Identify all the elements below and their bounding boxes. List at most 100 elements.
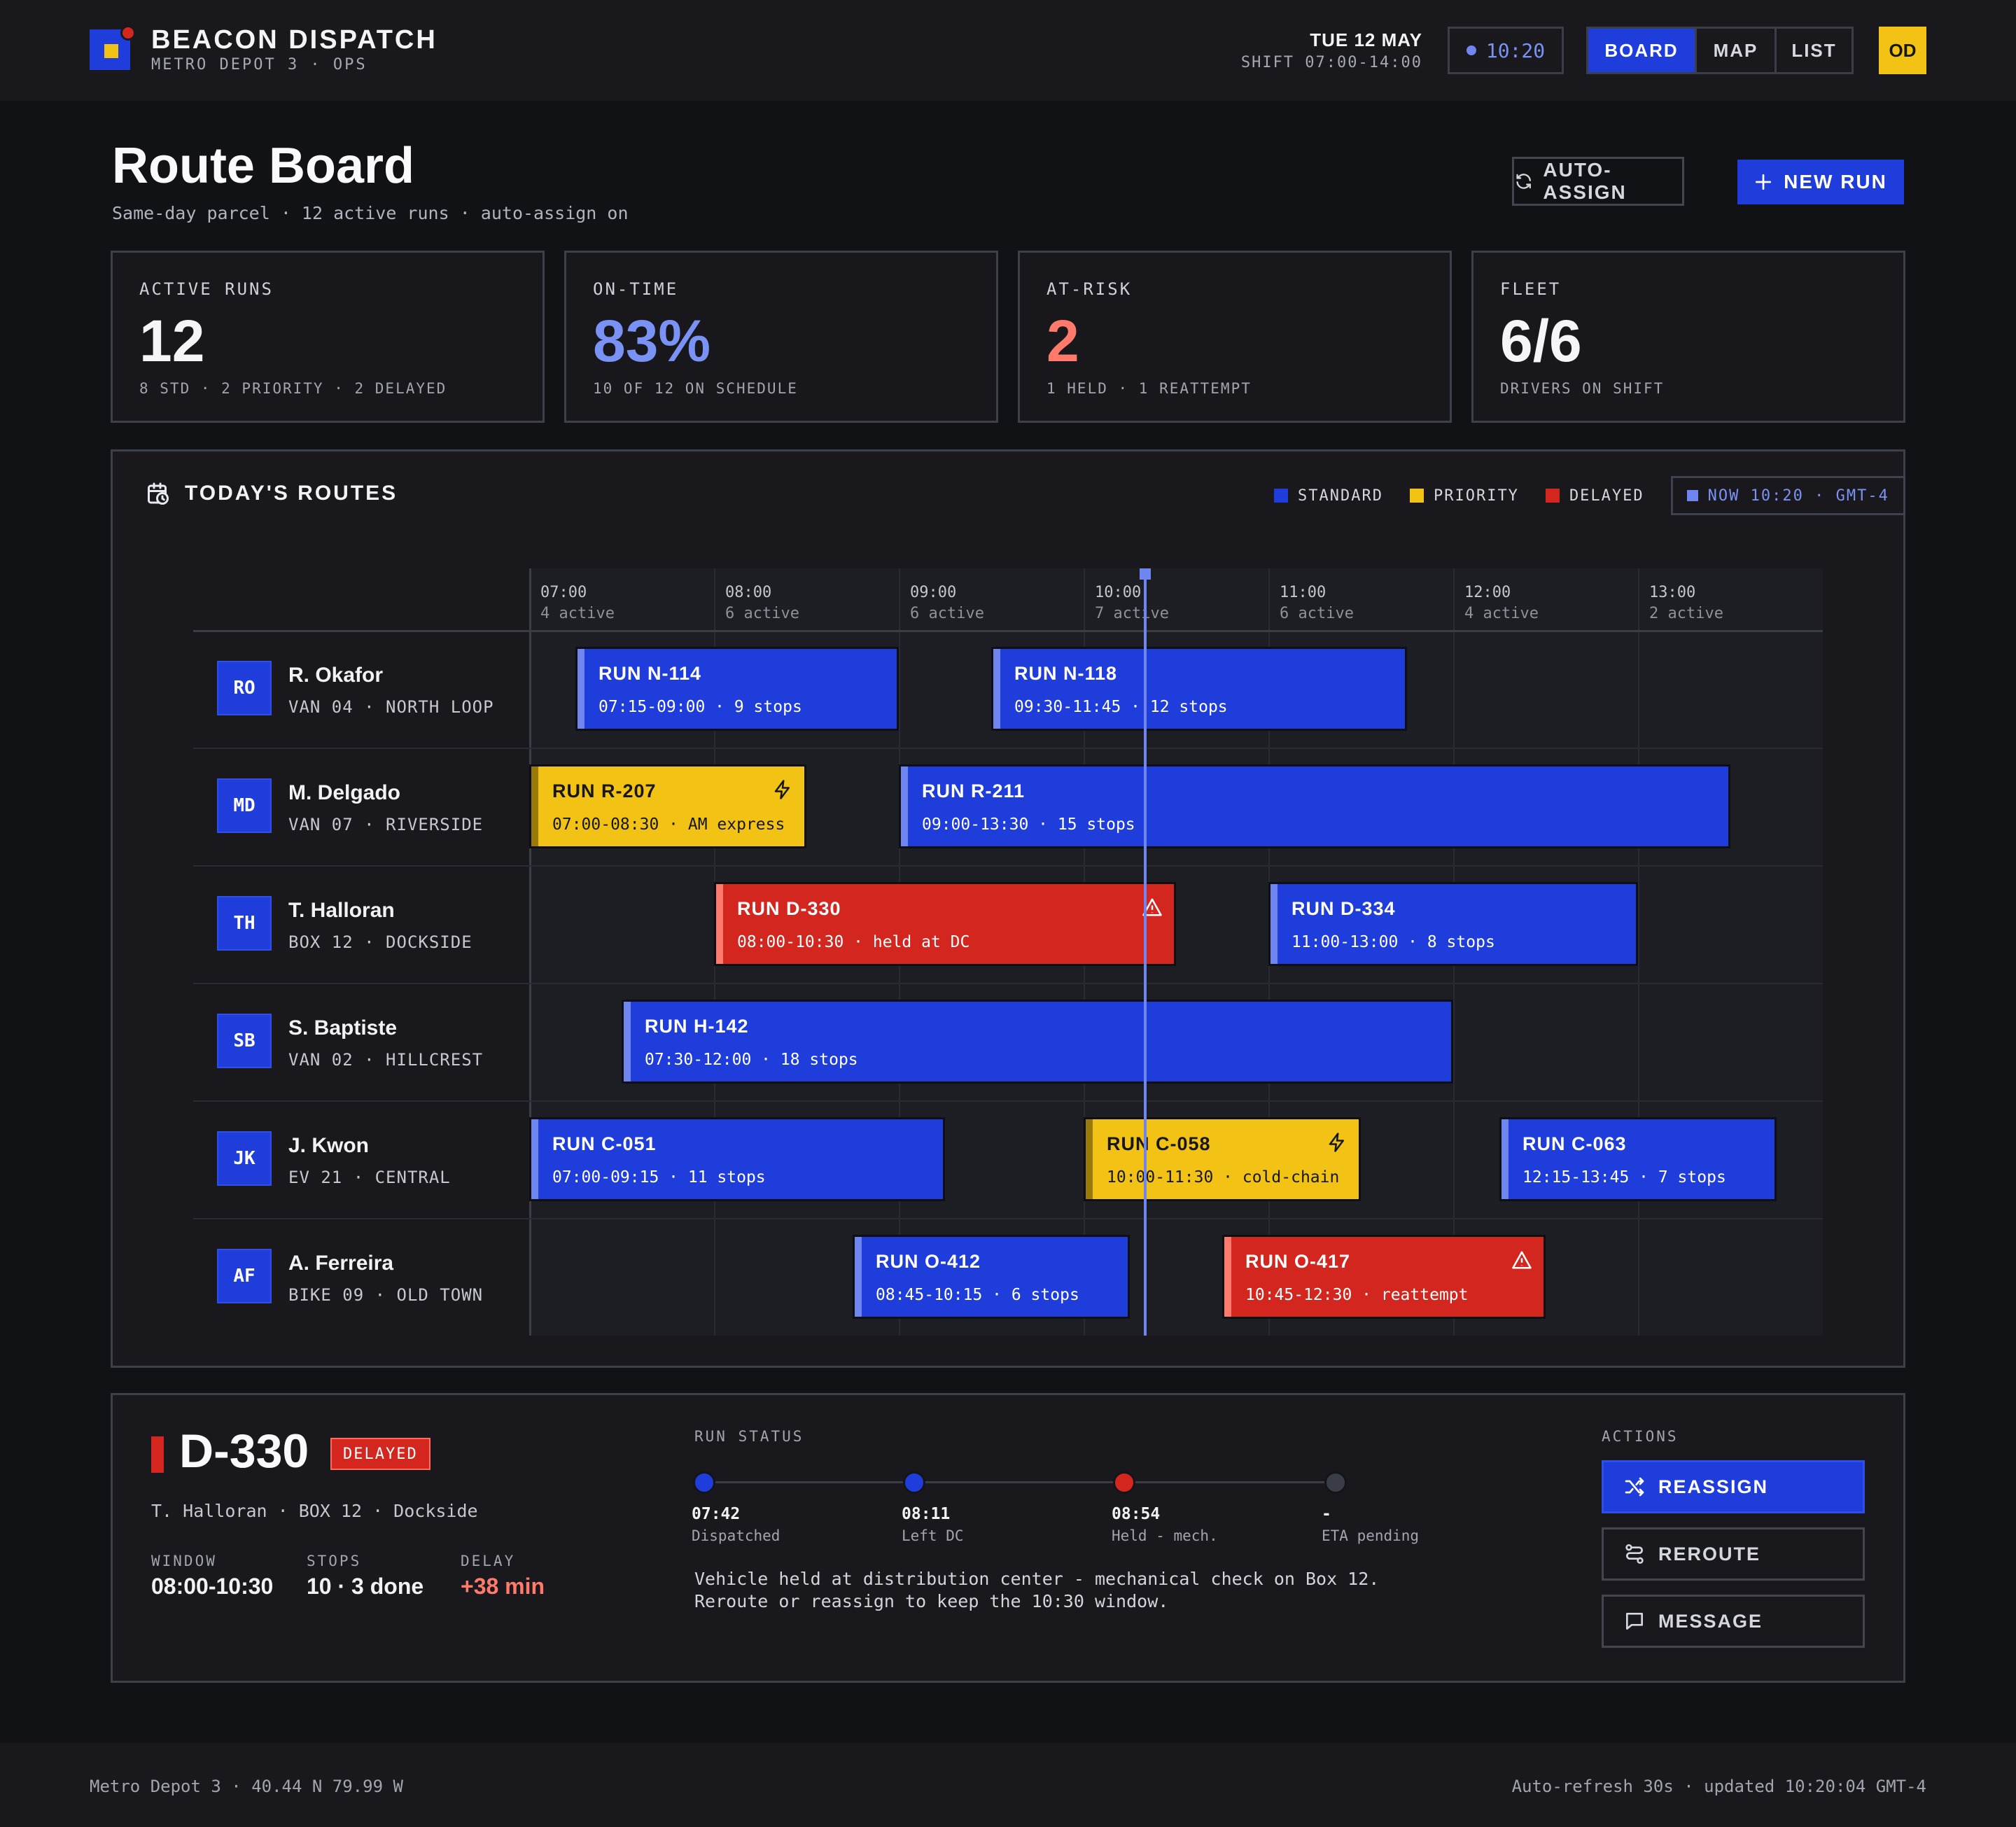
run-bar-stripe (716, 884, 723, 964)
hour-label: 13:00 2 active (1649, 582, 1723, 624)
tab-list[interactable]: LIST (1774, 29, 1851, 72)
driver-avatar[interactable]: JK (217, 1131, 272, 1186)
run-bar-stripe (1270, 884, 1278, 964)
stat-value: 2 (1046, 308, 1079, 374)
hour-time: 10:00 (1095, 584, 1142, 601)
driver-avatar[interactable]: SB (217, 1014, 272, 1068)
stat-label: FLEET (1500, 279, 1562, 299)
run-detail: 07:00-09:15 · 11 stops (552, 1168, 766, 1186)
window-label: WINDOW (151, 1553, 217, 1569)
status-track (704, 1481, 1337, 1483)
run-bar[interactable]: RUN O-417 10:45-12:30 · reattempt (1222, 1235, 1546, 1319)
delay-accent (151, 1436, 164, 1473)
run-bar[interactable]: RUN C-058 10:00-11:30 · cold-chain (1084, 1117, 1361, 1201)
run-bar[interactable]: RUN R-207 07:00-08:30 · AM express (529, 764, 806, 848)
driver-avatar[interactable]: RO (217, 661, 272, 715)
run-bar-stripe (531, 1119, 538, 1199)
message-button[interactable]: MESSAGE (1602, 1595, 1865, 1648)
reassign-label: REASSIGN (1658, 1476, 1769, 1497)
run-bar-stripe (578, 649, 584, 729)
row-divider (193, 865, 1823, 867)
driver-name[interactable]: M. Delgado (288, 781, 401, 804)
legend-swatch (1409, 489, 1424, 503)
stops-value: 10 · 3 done (307, 1574, 424, 1599)
run-bar[interactable]: RUN D-330 08:00-10:30 · held at DC (714, 882, 1176, 966)
hour-label: 11:00 6 active (1280, 582, 1354, 624)
tab-board[interactable]: BOARD (1588, 29, 1695, 72)
reroute-button[interactable]: REROUTE (1602, 1527, 1865, 1581)
status-step-time: - (1322, 1505, 1331, 1523)
hour-active-count: 7 active (1095, 605, 1169, 622)
reroute-label: REROUTE (1658, 1543, 1761, 1564)
routes-legend: STANDARD PRIORITY DELAYED NOW 10:20 · GM… (1274, 476, 1905, 515)
run-title: RUN N-118 (1014, 663, 1118, 684)
driver-avatar[interactable]: MD (217, 778, 272, 833)
row-divider (193, 748, 1823, 749)
status-step-time: 08:54 (1112, 1505, 1161, 1523)
reassign-button[interactable]: REASSIGN (1602, 1460, 1865, 1513)
stat-label: ON-TIME (593, 279, 679, 299)
driver-name[interactable]: R. Okafor (288, 664, 384, 687)
run-bar-stripe (624, 1002, 631, 1082)
driver-vehicle: EV 21 · CENTRAL (288, 1168, 451, 1187)
run-title: RUN C-058 (1107, 1133, 1211, 1154)
brand-subtitle: METRO DEPOT 3 · OPS (151, 56, 368, 74)
hour-time: 09:00 (910, 584, 957, 601)
user-avatar[interactable]: OD (1879, 27, 1926, 74)
driver-name[interactable]: S. Baptiste (288, 1016, 398, 1040)
legend-swatch (1274, 489, 1288, 503)
delay-label: DELAY (461, 1553, 516, 1569)
hour-time: 08:00 (725, 584, 772, 601)
page-subtitle: Same-day parcel · 12 active runs · auto-… (112, 203, 629, 223)
view-tabs: BOARD MAP LIST (1586, 27, 1854, 74)
stat-card-on-time: ON-TIME 83% 10 OF 12 ON SCHEDULE (564, 251, 998, 423)
clock-time: 10:20 (1485, 38, 1546, 62)
driver-name[interactable]: J. Kwon (288, 1134, 370, 1157)
driver-avatar[interactable]: AF (217, 1249, 272, 1303)
run-bar[interactable]: RUN D-334 11:00-13:00 · 8 stops (1268, 882, 1638, 966)
run-bar-stripe (1502, 1119, 1508, 1199)
window-value: 08:00-10:30 (151, 1574, 274, 1599)
run-title: RUN O-412 (876, 1251, 981, 1272)
refresh-icon (1516, 174, 1531, 189)
hour-active-count: 6 active (910, 605, 984, 622)
footer (0, 1743, 2016, 1827)
run-bar-stripe (531, 766, 538, 846)
run-bar[interactable]: RUN N-118 09:30-11:45 · 12 stops (991, 647, 1407, 731)
run-bar[interactable]: RUN C-063 12:15-13:45 · 7 stops (1499, 1117, 1777, 1201)
run-detail: 07:15-09:00 · 9 stops (598, 698, 802, 716)
new-run-button[interactable]: NEW RUN (1737, 160, 1904, 204)
stat-card-active-runs: ACTIVE RUNS 12 8 STD · 2 PRIORITY · 2 DE… (111, 251, 545, 423)
driver-vehicle: BOX 12 · DOCKSIDE (288, 932, 472, 952)
driver-avatar[interactable]: TH (217, 896, 272, 951)
driver-vehicle: BIKE 09 · OLD TOWN (288, 1285, 484, 1305)
driver-vehicle: VAN 07 · RIVERSIDE (288, 815, 484, 834)
run-bar[interactable]: RUN O-412 08:45-10:15 · 6 stops (853, 1235, 1130, 1319)
run-bar[interactable]: RUN R-211 09:00-13:30 · 15 stops (899, 764, 1730, 848)
status-step-dot (903, 1471, 925, 1494)
run-detail: 10:00-11:30 · cold-chain (1107, 1168, 1340, 1186)
run-title: RUN D-334 (1292, 898, 1396, 919)
run-bar[interactable]: RUN N-114 07:15-09:00 · 9 stops (575, 647, 899, 731)
status-step-label: ETA pending (1322, 1527, 1420, 1544)
auto-assign-button[interactable]: AUTO-ASSIGN (1512, 157, 1684, 206)
now-label: NOW 10:20 · GMT-4 (1707, 486, 1889, 505)
status-step-dot (1113, 1471, 1135, 1494)
now-indicator-line (1143, 568, 1147, 1336)
delay-value: +38 min (461, 1574, 545, 1599)
driver-name[interactable]: T. Halloran (288, 899, 395, 922)
run-status-message: Vehicle held at distribution center - me… (694, 1568, 1464, 1613)
calendar-clock-icon (148, 482, 169, 505)
actions-label: ACTIONS (1602, 1428, 1679, 1445)
driver-name[interactable]: A. Ferreira (288, 1252, 394, 1275)
stat-value: 12 (139, 308, 205, 374)
run-bar[interactable]: RUN C-051 07:00-09:15 · 11 stops (529, 1117, 945, 1201)
run-detail: 07:00-08:30 · AM express (552, 816, 785, 834)
tab-map[interactable]: MAP (1695, 29, 1774, 72)
run-title: RUN C-063 (1522, 1133, 1627, 1154)
run-bar[interactable]: RUN H-142 07:30-12:00 · 18 stops (622, 1000, 1453, 1084)
run-title: RUN R-211 (922, 780, 1026, 802)
hour-active-count: 2 active (1649, 605, 1723, 622)
stat-subtext: 1 HELD · 1 REATTEMPT (1046, 380, 1252, 397)
stat-card-at-risk: AT-RISK 2 1 HELD · 1 REATTEMPT (1018, 251, 1452, 423)
